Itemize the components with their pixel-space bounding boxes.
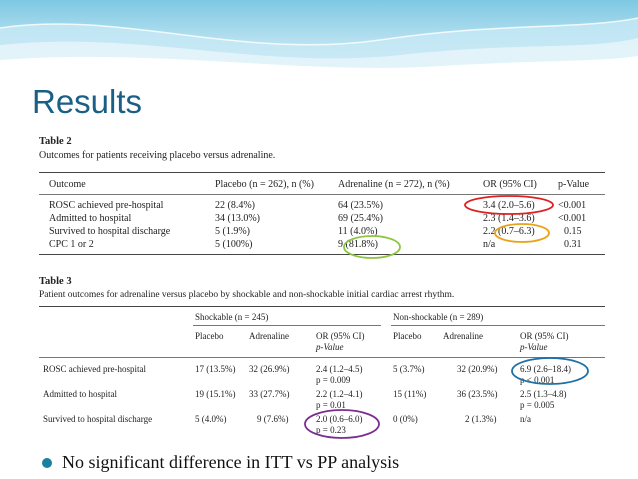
table-cell: 0.31 xyxy=(564,239,582,250)
table-cell: p < 0.001 xyxy=(520,375,555,385)
table-cell: 2.2 (1.2–4.1) xyxy=(316,389,363,399)
table-3-group-nonshockable: Non-shockable (n = 289) xyxy=(393,312,484,322)
table-cell: n/a xyxy=(483,239,496,250)
table-2-top-rule xyxy=(39,172,605,173)
table-cell: 9 (7.6%) xyxy=(257,414,289,424)
table-cell: 19 (15.1%) xyxy=(195,389,236,399)
table-2-header-pvalue: p-Value xyxy=(558,179,590,190)
table-cell: 11 (4.0%) xyxy=(338,226,378,237)
table-3-group-rule-shockable xyxy=(193,325,381,326)
table-3-subheader: p-Value xyxy=(316,342,344,352)
table-cell: 3.4 (2.0–5.6) xyxy=(483,200,535,211)
table-cell: 32 (20.9%) xyxy=(457,364,498,374)
table-3-subtitle: Patient outcomes for adrenaline versus p… xyxy=(39,290,455,300)
bullet-text: No significant difference in ITT vs PP a… xyxy=(62,452,400,472)
table-2-header-adrenaline: Adrenaline (n = 272), n (%) xyxy=(338,179,450,190)
table-cell: 9 (81.8%) xyxy=(338,239,378,250)
table-cell: 64 (23.5%) xyxy=(338,200,383,211)
table-3: Table 3 Patient outcomes for adrenaline … xyxy=(35,270,611,445)
table-cell: Survived to hospital discharge xyxy=(49,226,171,237)
table-cell: ROSC achieved pre-hospital xyxy=(43,364,146,374)
table-cell: p = 0.01 xyxy=(316,400,346,410)
table-cell: 22 (8.4%) xyxy=(215,200,255,211)
table-3-subheader: OR (95% CI) xyxy=(316,331,365,341)
table-3-subheader: Adrenaline xyxy=(443,331,483,341)
table-2-header-placebo: Placebo (n = 262), n (%) xyxy=(215,179,314,190)
table-cell: p = 0.23 xyxy=(316,425,346,435)
table-cell: p = 0.009 xyxy=(316,375,351,385)
table-cell: p = 0.005 xyxy=(520,400,555,410)
table-cell: 2.4 (1.2–4.5) xyxy=(316,364,363,374)
table-cell: <0.001 xyxy=(558,200,587,211)
table-cell: 33 (27.7%) xyxy=(249,389,290,399)
table-3-subheader: OR (95% CI) xyxy=(520,331,569,341)
slide-title: Results xyxy=(32,83,143,120)
table-cell: n/a xyxy=(520,414,531,424)
bullet-icon xyxy=(42,457,52,468)
table-3-caption: Table 3 xyxy=(39,276,72,287)
table-3-group-shockable: Shockable (n = 245) xyxy=(195,312,269,322)
table-2-caption: Table 2 xyxy=(39,136,72,147)
header-wave-decoration xyxy=(0,0,638,78)
table-cell: 2.2 (0.7–6.3) xyxy=(483,226,535,237)
table-cell: 69 (25.4%) xyxy=(338,213,383,224)
table-3-subheader: Placebo xyxy=(393,331,422,341)
table-2-header-or: OR (95% CI) xyxy=(483,179,537,190)
table-cell: 34 (13.0%) xyxy=(215,213,260,224)
bullet-item: No significant difference in ITT vs PP a… xyxy=(42,452,399,473)
table-3-top-rule xyxy=(39,306,605,307)
table-cell: ROSC achieved pre-hospital xyxy=(49,200,164,211)
table-cell: 5 (4.0%) xyxy=(195,414,227,424)
table-2-bottom-rule xyxy=(39,254,605,255)
table-2: Table 2 Outcomes for patients receiving … xyxy=(35,132,611,262)
table-2-subtitle: Outcomes for patients receiving placebo … xyxy=(39,150,276,161)
table-cell: Admitted to hospital xyxy=(49,213,132,224)
table-cell: 5 (100%) xyxy=(215,239,253,250)
table-3-group-rule-nonshockable xyxy=(391,325,605,326)
table-cell: 0 (0%) xyxy=(393,414,418,424)
table-3-header-rule xyxy=(39,357,605,358)
table-cell: 5 (1.9%) xyxy=(215,226,250,237)
table-cell: 15 (11%) xyxy=(393,389,427,399)
table-cell: 2 (1.3%) xyxy=(465,414,497,424)
table-cell: <0.001 xyxy=(558,213,587,224)
table-cell: 17 (13.5%) xyxy=(195,364,236,374)
table-cell: 5 (3.7%) xyxy=(393,364,425,374)
table-cell: 2.5 (1.3–4.8) xyxy=(520,389,567,399)
table-cell: 32 (26.9%) xyxy=(249,364,290,374)
table-2-header-outcome: Outcome xyxy=(49,179,86,190)
table-3-subheader: Adrenaline xyxy=(249,331,289,341)
table-cell: 0.15 xyxy=(564,226,582,237)
table-cell: 2.3 (1.4–3.6) xyxy=(483,213,535,224)
table-2-header-rule xyxy=(39,194,605,195)
table-cell: CPC 1 or 2 xyxy=(49,239,94,250)
table-cell: Survived to hospital discharge xyxy=(43,414,153,424)
table-cell: Admitted to hospital xyxy=(43,389,117,399)
table-3-subheader: Placebo xyxy=(195,331,224,341)
table-3-subheader: p-Value xyxy=(520,342,548,352)
table-cell: 36 (23.5%) xyxy=(457,389,498,399)
